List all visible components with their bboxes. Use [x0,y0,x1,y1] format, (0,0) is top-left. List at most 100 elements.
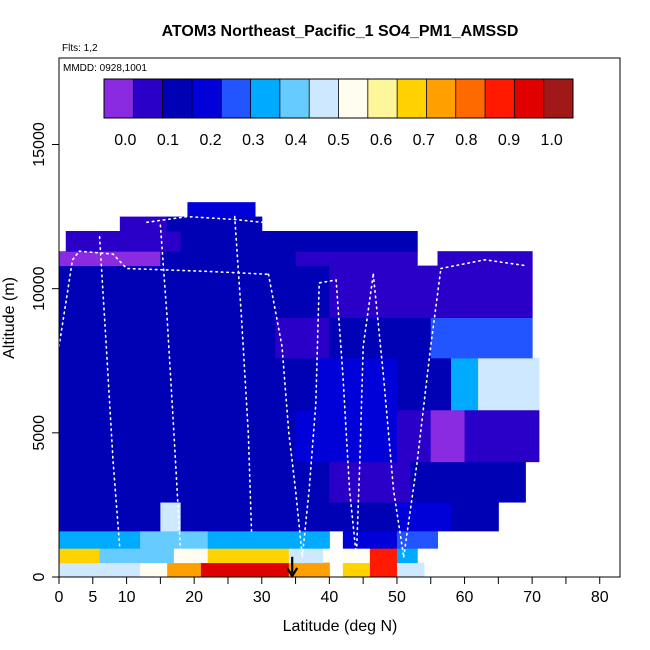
heatmap-cell [295,251,418,267]
heatmap-cell [329,502,398,532]
x-tick-label: 50 [388,589,406,606]
flight-track [159,224,182,555]
heatmap-cell [396,357,452,411]
heatmap-cell [59,562,141,578]
heatmap-cell [59,357,317,411]
colorbar-swatch [250,79,281,118]
colorbar-tick-label: 0.0 [114,132,136,149]
colorbar-swatch [133,79,164,118]
heatmap-cell [430,317,533,359]
heatmap-cell [207,548,290,564]
heatmap-cell [180,502,330,532]
heatmap-cell [288,548,324,564]
heatmap-cell [59,461,276,503]
colorbar-tick-label: 0.5 [327,132,349,149]
y-tick-label: 5000 [31,415,48,451]
colorbar-swatch [338,79,369,118]
x-tick-label: 60 [456,589,474,606]
colorbar-tick-label: 0.4 [285,132,307,149]
colorbar-swatch [514,79,545,118]
colorbar-frame [103,78,574,119]
heatmap-cell [342,562,371,578]
colorbar-swatch [367,79,398,118]
x-axis: 0 5 10 20 30 40 50 60 70 80 [55,577,609,606]
flight-track [301,279,337,558]
x-tick-label: 30 [253,589,271,606]
heatmap-cell [275,317,330,359]
heatmap-cell [437,251,533,267]
colorbar-tick-label: 0.3 [242,132,264,149]
colorbar-swatch [426,79,457,118]
heatmap-cell [59,265,330,318]
x-tick-label: 5 [88,589,97,606]
colorbar-tick-label: 0.2 [199,132,221,149]
heatmap-cell [396,548,418,564]
colorbar: 0.0 0.1 0.2 0.3 0.4 0.5 0.6 0.7 0.8 0.9 1.0 [103,78,574,149]
mmdd-label: MMDD: 0928,1001 [63,63,147,74]
heatmap-cell [119,216,168,232]
colorbar-swatch [455,79,486,118]
heatmap-cells [59,202,540,578]
heatmap-cell [207,530,330,549]
flight-track [58,250,81,348]
heatmap-cell [99,548,175,564]
colorbar-swatch [309,79,339,118]
x-tick-label: 70 [523,589,541,606]
chart-title: ATOM3 Northeast_Pacific_1 SO4_PM1_AMSSD [162,23,519,40]
heatmap-cell [451,357,479,411]
heatmap-cell [200,562,290,578]
heatmap-cell [410,461,466,503]
heatmap-cell [329,461,411,503]
y-tick-label: 10000 [31,266,48,311]
x-axis-label: Latitude (deg N) [283,618,398,635]
colorbar-tick-label: 0.7 [413,132,435,149]
colorbar-swatch [543,79,574,118]
y-axis: 0 5000 10000 15000 [31,122,59,581]
colorbar-tick-label: 0.6 [370,132,392,149]
colorbar-swatch [221,79,251,118]
heatmap-cell [167,562,202,578]
heatmap-cell [59,502,161,532]
colorbar-tick-label: 0.8 [455,132,477,149]
colorbar-tick-label: 1.0 [541,132,563,149]
x-tick-label: 40 [320,589,338,606]
heatmap-cell [396,502,452,532]
heatmap-cell [329,265,533,318]
heatmap-cell [65,231,182,252]
heatmap-cell [275,461,330,503]
y-tick-label: 15000 [31,122,48,167]
heatmap-cell [160,251,297,267]
heatmap-cell [396,530,439,549]
colorbar-swatch [162,79,193,118]
colorbar-swatch [279,79,310,118]
flight-track [267,273,304,558]
x-tick-label: 0 [55,589,64,606]
heatmap-cell [59,409,297,463]
x-tick-label: 10 [118,589,136,606]
heatmap-cell [430,409,466,463]
flight-track [355,273,375,558]
x-tick-label: 80 [591,589,609,606]
heatmap-cell [295,409,398,463]
colorbar-swatch [485,79,515,118]
flight-track [402,267,442,558]
heatmap-cell [315,357,398,411]
heatmap-cell [451,502,499,532]
heatmap-cell [180,231,418,252]
heatmap-cell [187,202,256,218]
y-tick-label: 0 [31,572,48,581]
heatmap-cell [173,548,209,564]
colorbar-tick-label: 0.9 [498,132,520,149]
x-tick-label: 20 [185,589,203,606]
arrow-annotation [286,556,299,579]
heatmap-cell [59,251,161,267]
heatmap-cell [288,562,330,578]
heatmap-cell [160,502,182,532]
colorbar-tick-label: 0.1 [157,132,179,149]
flight-track [372,273,405,558]
flight-tracks [58,215,527,558]
heatmap-cell [167,216,263,232]
heatmap-cell [140,530,209,549]
flight-track [98,236,121,549]
colorbar-swatch [397,79,427,118]
